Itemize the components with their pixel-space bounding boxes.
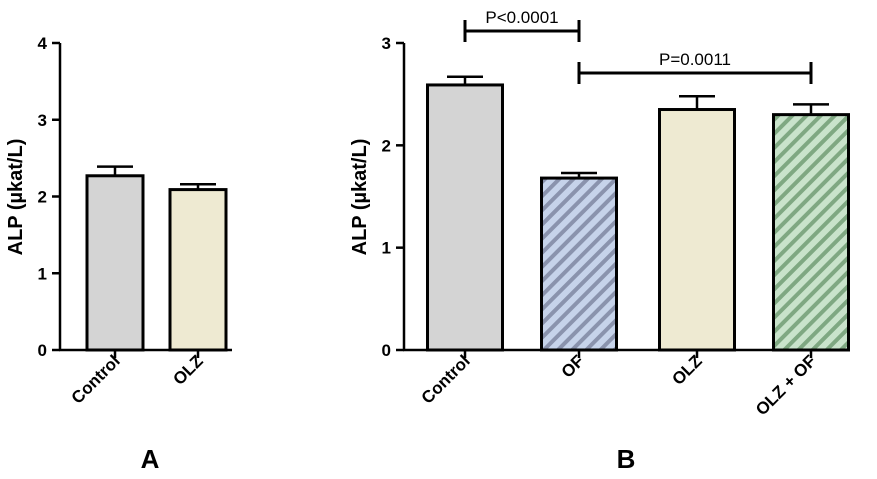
- panel-label: B: [617, 444, 636, 474]
- bar-olz-of: [772, 113, 850, 352]
- x-tick-label: OLZ + OF: [752, 351, 820, 419]
- significance-label: P<0.0001: [485, 8, 558, 27]
- x-tick-label: OLZ: [668, 351, 705, 388]
- bar-control: [426, 83, 504, 352]
- bar-olz: [658, 108, 736, 352]
- bar-control: [85, 174, 145, 352]
- y-tick-label: 1: [382, 239, 391, 258]
- y-axis-title: ALP (µkat/L): [5, 139, 27, 256]
- x-tick-label: Control: [68, 351, 124, 407]
- significance-label: P=0.0011: [659, 50, 731, 69]
- y-tick-label: 2: [382, 136, 391, 155]
- y-axis-title: ALP (µkat/L): [349, 139, 371, 256]
- x-tick-label: OF: [558, 351, 588, 381]
- bar-olz: [168, 188, 228, 352]
- x-tick-label: Control: [418, 351, 474, 407]
- y-tick-label: 2: [38, 188, 47, 207]
- y-tick-label: 0: [382, 341, 391, 360]
- y-tick-label: 1: [38, 264, 47, 283]
- panel-b: ALP (µkat/L) 0 1 2 3 Control OF OLZ OLZ + OF P<0.…: [349, 8, 850, 474]
- y-tick-label: 0: [38, 341, 47, 360]
- panel-a: ALP (µkat/L) 0 1 2 3 4 Control OLZ A: [5, 34, 232, 474]
- panel-label: A: [141, 444, 160, 474]
- bar-of: [540, 176, 618, 352]
- y-tick-label: 4: [38, 34, 48, 53]
- y-tick-label: 3: [382, 34, 391, 53]
- x-tick-label: OLZ: [169, 351, 206, 388]
- y-tick-label: 3: [38, 111, 47, 130]
